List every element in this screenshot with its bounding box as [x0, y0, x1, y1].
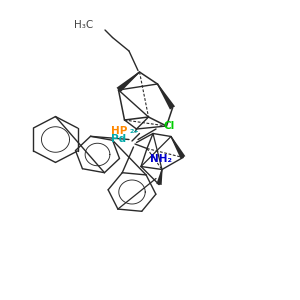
Text: Cl: Cl: [164, 121, 175, 131]
Text: 2+: 2+: [129, 129, 139, 134]
Text: H₃C: H₃C: [74, 20, 93, 31]
Polygon shape: [170, 136, 185, 159]
Polygon shape: [156, 169, 163, 185]
Text: NH₂: NH₂: [150, 154, 172, 164]
Polygon shape: [157, 84, 175, 110]
Text: HP: HP: [111, 125, 128, 136]
Polygon shape: [116, 71, 140, 92]
Text: Pd: Pd: [111, 134, 126, 145]
